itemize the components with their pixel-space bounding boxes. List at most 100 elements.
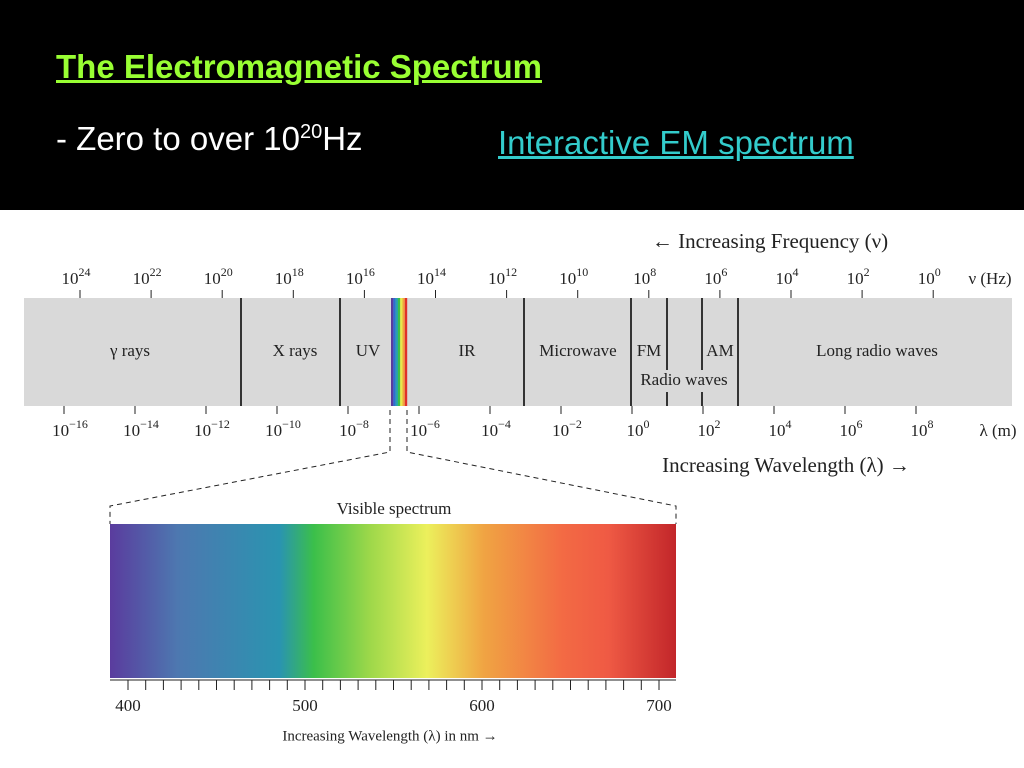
tick-base: 10: [918, 269, 935, 288]
tick-label: 1014: [417, 265, 446, 288]
wavelength-unit: λ (m): [979, 421, 1016, 440]
visible-tick-label: 600: [469, 696, 495, 715]
tick-exponent: −2: [569, 417, 582, 431]
visible-tick-label: 500: [292, 696, 318, 715]
tick-base: 10: [339, 421, 356, 440]
tick-exponent: 2: [715, 417, 721, 431]
tick-base: 10: [204, 269, 221, 288]
tick-label: 100: [627, 417, 650, 440]
spectrum-band: [24, 298, 1012, 406]
band-label: AM: [706, 341, 733, 360]
tick-base: 10: [847, 269, 864, 288]
zoom-lines: [109, 410, 677, 524]
tick-base: 10: [704, 269, 721, 288]
tick-base: 10: [194, 421, 211, 440]
tick-base: 10: [911, 421, 928, 440]
tick-exponent: −4: [498, 417, 511, 431]
tick-label: 10−4: [481, 417, 511, 440]
tick-label: 108: [911, 417, 934, 440]
tick-label: 10−14: [123, 417, 159, 440]
spectrum-diagram: ← Increasing Frequency (ν) Increasing Wa…: [24, 229, 1017, 744]
band-label: IR: [459, 341, 477, 360]
tick-label: 10−12: [194, 417, 230, 440]
tick-label: 104: [769, 417, 792, 440]
tick-exponent: −6: [427, 417, 440, 431]
superscript: 20: [299, 121, 323, 143]
tick-base: 10: [52, 421, 69, 440]
tick-exponent: 22: [150, 265, 162, 279]
band-label: UV: [356, 341, 381, 360]
tick-exponent: 16: [363, 265, 375, 279]
tick-exponent: −10: [282, 417, 301, 431]
band-label: Microwave: [539, 341, 616, 360]
rainbow-stripe: [402, 298, 405, 406]
wavelength-label: Increasing Wavelength (λ) →: [662, 453, 910, 477]
tick-label: 1010: [559, 265, 588, 288]
title: The Electromagnetic Spectrum: [56, 48, 542, 85]
tick-label: 1024: [62, 265, 91, 288]
tick-exponent: −16: [69, 417, 88, 431]
rainbow-stripe: [397, 298, 401, 406]
tick-base: 10: [840, 421, 857, 440]
band-label: X rays: [273, 341, 318, 360]
rainbow-stripe: [400, 298, 403, 406]
frequency-label: ← Increasing Frequency (ν): [652, 229, 888, 253]
tick-base: 10: [488, 269, 505, 288]
tick-label: 104: [776, 265, 799, 288]
tick-base: 10: [481, 421, 498, 440]
tick-base: 10: [417, 269, 434, 288]
tick-base: 10: [552, 421, 569, 440]
tick-label: 10−2: [552, 417, 582, 440]
visible-tick-label: 400: [115, 696, 141, 715]
tick-exponent: 18: [292, 265, 304, 279]
rainbow-stripe: [395, 298, 398, 406]
tick-label: 10−6: [410, 417, 440, 440]
tick-exponent: 4: [793, 265, 799, 279]
tick-exponent: 8: [650, 265, 656, 279]
rainbow-stripe: [393, 298, 396, 406]
rainbow-stripe: [391, 298, 394, 406]
radio-label: Radio waves: [640, 370, 727, 389]
tick-base: 10: [265, 421, 282, 440]
tick-exponent: 0: [935, 265, 941, 279]
tick-base: 10: [410, 421, 427, 440]
subtitle: - Zero to over 1020Hz: [56, 120, 363, 158]
band-label: FM: [637, 341, 662, 360]
tick-base: 10: [627, 421, 644, 440]
tick-base: 10: [776, 269, 793, 288]
subtitle-text: - Zero to over 10: [56, 120, 300, 157]
tick-label: 108: [633, 265, 656, 288]
tick-exponent: −12: [211, 417, 230, 431]
tick-label: 10−8: [339, 417, 369, 440]
tick-base: 10: [769, 421, 786, 440]
tick-label: 102: [698, 417, 721, 440]
tick-exponent: 14: [434, 265, 446, 279]
tick-base: 10: [123, 421, 140, 440]
tick-exponent: 20: [221, 265, 233, 279]
visible-spectrum: [110, 524, 676, 678]
tick-label: 1020: [204, 265, 233, 288]
tick-label: 1016: [346, 265, 375, 288]
tick-exponent: −8: [356, 417, 369, 431]
tick-label: 10−16: [52, 417, 88, 440]
tick-label: 100: [918, 265, 941, 288]
tick-base: 10: [62, 269, 79, 288]
tick-exponent: 6: [721, 265, 727, 279]
tick-exponent: 10: [576, 265, 588, 279]
tick-label: 10−10: [265, 417, 301, 440]
visible-title: Visible spectrum: [337, 499, 452, 518]
tick-label: 1022: [133, 265, 162, 288]
tick-exponent: 12: [505, 265, 517, 279]
visible-tick-label: 700: [646, 696, 672, 715]
tick-label: 1018: [275, 265, 304, 288]
tick-label: 102: [847, 265, 870, 288]
tick-exponent: 6: [857, 417, 863, 431]
tick-exponent: 8: [928, 417, 934, 431]
tick-exponent: −14: [140, 417, 159, 431]
link[interactable]: Interactive EM spectrum: [498, 124, 854, 161]
tick-base: 10: [275, 269, 292, 288]
tick-exponent: 24: [79, 265, 91, 279]
band-label: γ rays: [109, 341, 150, 360]
band-label: Long radio waves: [816, 341, 938, 360]
